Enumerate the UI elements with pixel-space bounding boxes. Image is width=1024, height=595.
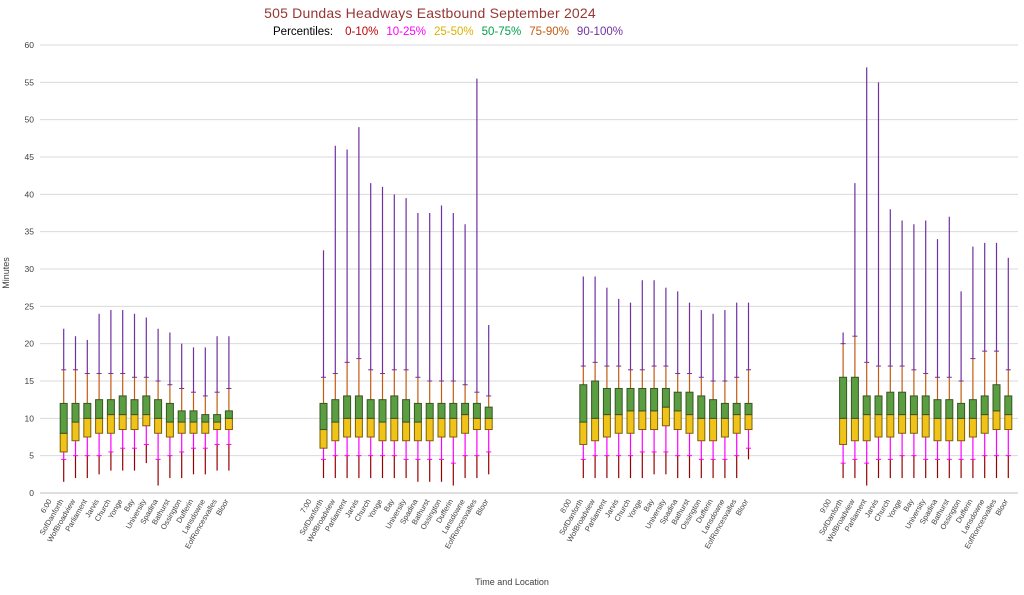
x-tick-label: Bloor xyxy=(734,497,751,517)
boxplot-bar xyxy=(402,198,411,479)
boxplot-bar xyxy=(413,213,422,482)
boxplot-bar xyxy=(921,220,930,479)
boxplot-bar xyxy=(732,302,741,479)
y-tick-label: 45 xyxy=(25,152,35,162)
y-tick-label: 50 xyxy=(25,115,35,125)
boxplot-bar xyxy=(95,313,104,475)
boxplot-bar xyxy=(850,183,859,479)
boxplot-bar xyxy=(213,336,222,471)
legend-item: 25-50% xyxy=(434,26,474,38)
boxplot-bar xyxy=(390,194,399,479)
boxplot-bar xyxy=(909,224,918,479)
boxplot-bar xyxy=(425,213,434,482)
y-tick-label: 25 xyxy=(25,301,35,311)
boxplot-bar xyxy=(886,209,895,479)
y-tick-label: 40 xyxy=(25,189,35,199)
y-tick-label: 20 xyxy=(25,339,35,349)
boxplot-bar xyxy=(366,183,375,479)
boxplot-bar xyxy=(744,302,753,460)
boxplot-bar xyxy=(673,291,682,479)
boxplot-bar xyxy=(71,336,80,479)
y-tick-label: 15 xyxy=(25,376,35,386)
boxplot-bar xyxy=(650,280,659,475)
boxplot-bar xyxy=(626,302,635,479)
boxplot-bar xyxy=(224,336,233,471)
boxplot-bar xyxy=(449,213,458,486)
y-tick-label: 55 xyxy=(25,77,35,87)
boxplot-bar xyxy=(154,328,163,486)
boxplot-bar xyxy=(638,280,647,479)
boxplot-bar xyxy=(898,220,907,479)
boxplot-bar xyxy=(945,216,954,479)
y-tick-label: 35 xyxy=(25,227,35,237)
y-axis-label: Minutes xyxy=(1,257,11,289)
boxplot-bar xyxy=(579,276,588,479)
boxplot-bar xyxy=(839,332,848,479)
boxplot-bar xyxy=(461,224,470,479)
boxplot-bar xyxy=(472,78,481,479)
y-tick-label: 60 xyxy=(25,40,35,50)
chart-title: 505 Dundas Headways Eastbound September … xyxy=(264,5,596,21)
legend-item: 50-75% xyxy=(481,26,522,38)
legend-items: 0-10% 10-25% 25-50% 50-75% 75-90% 90-100% xyxy=(341,26,627,38)
y-tick-label: 5 xyxy=(29,451,34,461)
boxplot-bar xyxy=(661,287,670,475)
boxplot-bar xyxy=(874,82,883,479)
boxplot-bar xyxy=(602,287,611,479)
boxplot-bar xyxy=(697,310,706,479)
boxplot-bar xyxy=(862,67,871,486)
x-axis-label: Time and Location xyxy=(475,577,549,587)
boxplot-bar xyxy=(319,250,328,479)
boxplot-bar xyxy=(1004,257,1013,479)
boxplot-bar xyxy=(118,310,127,471)
boxplot-bar xyxy=(59,328,68,482)
x-tick-label: Bloor xyxy=(214,497,231,517)
boxplot-bar xyxy=(614,298,623,479)
x-tick-label: Bloor xyxy=(474,497,491,517)
boxplot-bar xyxy=(437,205,446,482)
boxplot-bar xyxy=(980,242,989,479)
boxplot-bar xyxy=(484,325,493,475)
y-tick-label: 30 xyxy=(25,264,35,274)
boxplot-bar xyxy=(720,310,729,479)
y-tick-label: 0 xyxy=(29,488,34,498)
boxplot-bar xyxy=(201,347,210,475)
legend-item: 10-25% xyxy=(386,26,426,38)
x-tick-label: Bloor xyxy=(993,497,1010,517)
boxplot-bar xyxy=(142,317,151,464)
legend-item: 0-10% xyxy=(345,26,379,38)
boxplot-bar xyxy=(165,332,174,479)
chart-legend: Percentiles: 0-10% 10-25% 25-50% 50-75% 75-90… xyxy=(0,26,900,38)
legend-prefix: Percentiles: xyxy=(273,26,334,38)
boxplot-bar xyxy=(709,313,718,479)
boxplot-bar xyxy=(189,347,198,475)
boxplot-bar xyxy=(591,276,600,479)
legend-item: 90-100% xyxy=(576,26,623,38)
boxplot-bar xyxy=(331,145,340,479)
boxplot-bar xyxy=(106,310,115,471)
boxplot-bar xyxy=(933,239,942,479)
boxplot-bar xyxy=(130,313,139,471)
boxplot-bar xyxy=(177,343,186,479)
y-tick-label: 10 xyxy=(25,413,35,423)
boxplot-bar xyxy=(992,242,1001,479)
boxplot-bar xyxy=(354,127,363,479)
boxplot-bar xyxy=(83,339,92,479)
boxplot-bar xyxy=(957,291,966,479)
boxplot-bar xyxy=(343,149,352,479)
boxplot-bar xyxy=(685,302,694,479)
legend-item: 75-90% xyxy=(529,26,569,38)
boxplot-bar xyxy=(968,246,977,479)
boxplot-bar xyxy=(378,186,387,479)
